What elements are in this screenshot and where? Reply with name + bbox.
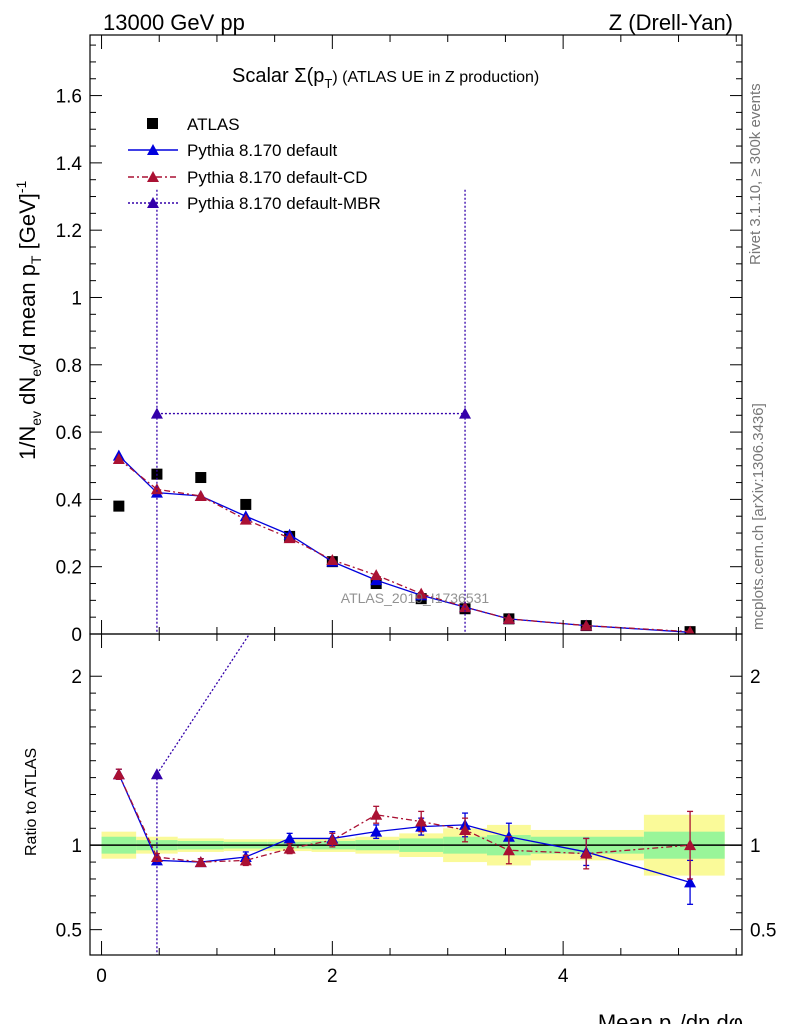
- ratio-point: [580, 847, 593, 859]
- ratio-point: [415, 815, 428, 827]
- xlabel: Mean pT/dη dφ: [598, 1010, 743, 1024]
- plot-title: Scalar Σ(pT) (ATLAS UE in Z production): [232, 65, 539, 91]
- series-point: [150, 483, 163, 495]
- series-point: [239, 513, 252, 525]
- legend-mbr-label: Pythia 8.170 default-MBR: [187, 194, 381, 213]
- ratio-point: [283, 842, 296, 854]
- xtick-label: 2: [327, 966, 338, 987]
- ratio-line: [118, 773, 691, 863]
- series-point: [326, 553, 339, 565]
- series-point: [685, 625, 695, 634]
- lower-panel: [90, 634, 742, 955]
- ytick-label: 0.6: [56, 423, 82, 444]
- ratio-point: [283, 832, 296, 844]
- ytick-label: 0.2: [56, 558, 82, 579]
- header-left: 13000 GeV pp: [103, 10, 245, 35]
- header-right: Z (Drell-Yan): [609, 10, 733, 35]
- legend-default-marker: [147, 144, 159, 155]
- rivet-label: Rivet 3.1.10, ≥ 300k events: [747, 83, 764, 265]
- ytick-label: 1.2: [56, 221, 82, 242]
- series-point: [194, 490, 207, 502]
- upper-panel: [112, 189, 696, 634]
- ratio-point: [112, 768, 125, 780]
- series-point: [283, 532, 296, 544]
- ytick-label: 2: [71, 667, 82, 688]
- watermark: ATLAS_2019_I1736531: [341, 590, 490, 606]
- series-point: [112, 453, 125, 465]
- ytick-label-right: 0.5: [750, 921, 776, 942]
- ratio-point: [150, 851, 163, 863]
- series-point: [370, 569, 383, 581]
- lower-ylabel: Ratio to ATLAS: [23, 748, 40, 856]
- ratio-point: [150, 768, 163, 780]
- ratio-point: [370, 808, 383, 820]
- ratio-point: [326, 834, 339, 846]
- ytick-label: 0.8: [56, 356, 82, 377]
- ytick-label: 1.6: [56, 87, 82, 108]
- ratio-point: [684, 876, 697, 888]
- xtick-label: 0: [96, 966, 107, 987]
- ratio-point: [684, 839, 697, 851]
- ratio-point: [459, 823, 472, 835]
- ytick-label: 1: [71, 288, 82, 309]
- ytick-label: 1.4: [56, 154, 83, 175]
- legend-default-label: Pythia 8.170 default: [187, 141, 338, 160]
- ratio-point: [239, 854, 252, 866]
- legend-atlas-label: ATLAS: [187, 115, 240, 134]
- legend: ATLAS Pythia 8.170 default Pythia 8.170 …: [128, 115, 381, 213]
- legend-atlas-marker: [147, 118, 158, 129]
- series-point: [150, 407, 163, 419]
- ratio-point: [502, 844, 515, 856]
- series-line: [118, 458, 691, 633]
- legend-cd-marker: [147, 171, 159, 182]
- ytick-label: 0: [71, 625, 82, 646]
- series-point: [415, 587, 428, 599]
- series-point: [459, 407, 472, 419]
- ytick-label-right: 2: [750, 667, 761, 688]
- ytick-label-right: 1: [750, 836, 761, 857]
- atlas-point: [195, 472, 207, 484]
- ytick-label: 0.5: [56, 921, 82, 942]
- mcplots-label: mcplots.cern.ch [arXiv:1306.3436]: [750, 403, 767, 630]
- ytick-label: 0.4: [56, 490, 83, 511]
- ratio-point: [194, 856, 207, 868]
- atlas-point: [113, 500, 125, 512]
- legend-cd-label: Pythia 8.170 default-CD: [187, 168, 368, 187]
- ytick-label: 1: [71, 836, 82, 857]
- series-point: [580, 619, 593, 631]
- ratio-line: [156, 634, 251, 775]
- ratio-point: [370, 825, 383, 837]
- atlas-point: [240, 498, 252, 510]
- xtick-label: 4: [558, 966, 569, 987]
- series-point: [502, 612, 515, 624]
- lower-frame: [89, 633, 743, 956]
- upper-ylabel: 1/Nev dNev/d mean pT [GeV]-1: [13, 180, 44, 460]
- legend-mbr-marker: [147, 197, 159, 208]
